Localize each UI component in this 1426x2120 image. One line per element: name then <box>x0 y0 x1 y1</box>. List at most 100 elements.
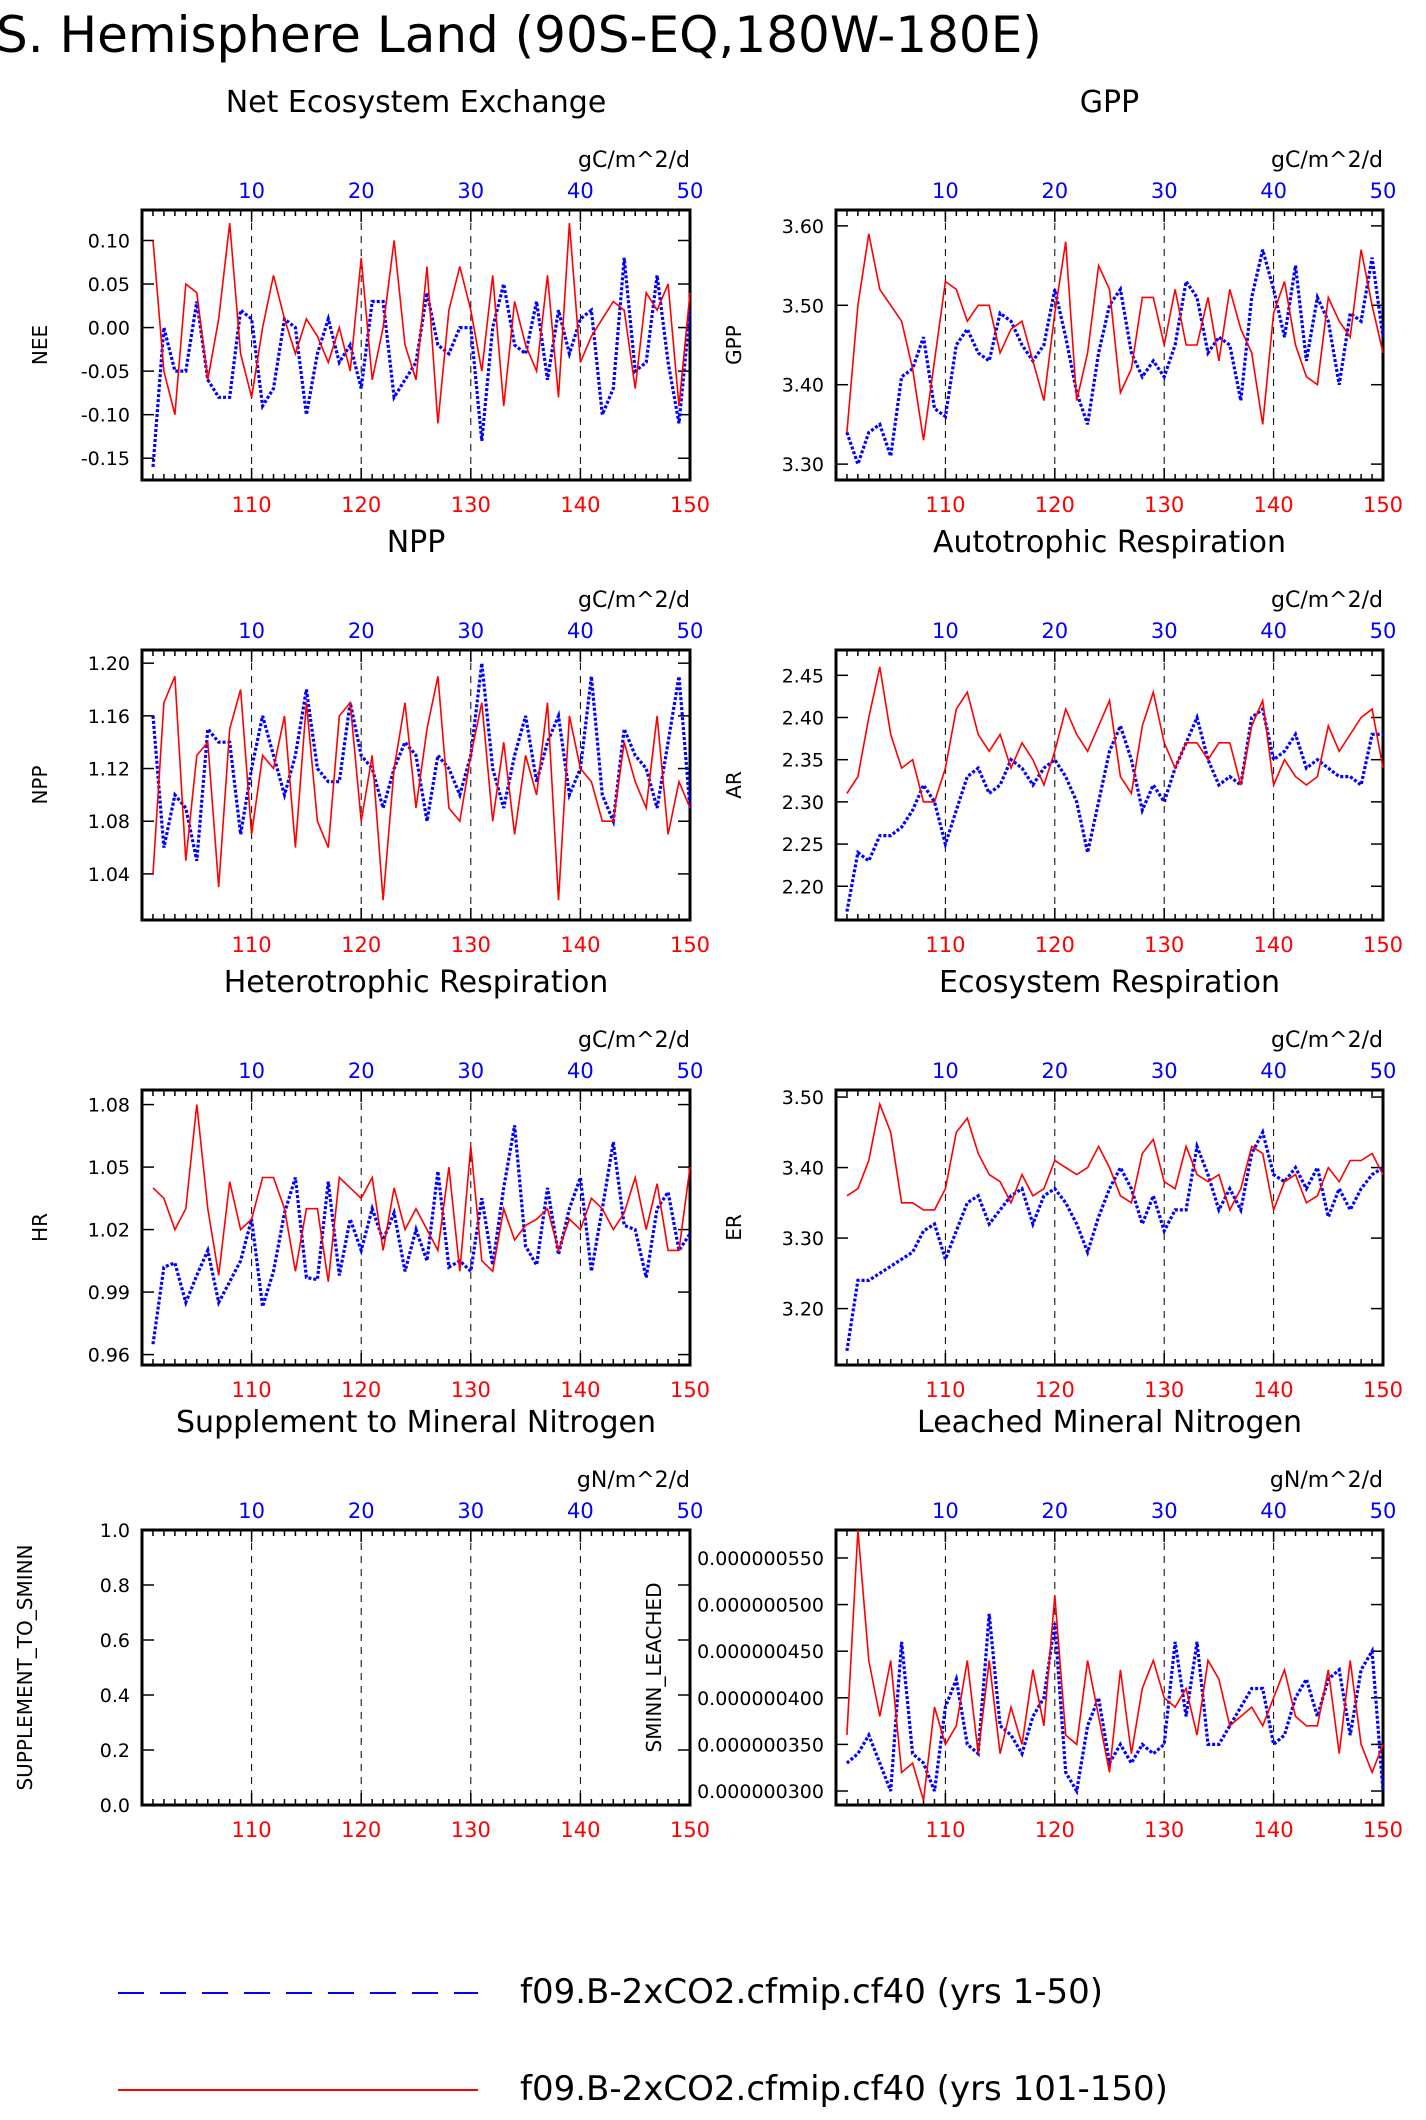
x-top-tick-label: 50 <box>677 1059 704 1083</box>
chart-panel-hr: Heterotrophic Respiration gC/m^2/d 110 120 1… <box>28 965 710 1402</box>
chart-units: gC/m^2/d <box>1271 148 1383 173</box>
y-tick-label: 0.0 <box>100 1795 130 1817</box>
chart-units: gC/m^2/d <box>578 1028 690 1053</box>
y-tick-label: 0.000000350 <box>697 1734 824 1756</box>
legend-label-yrs-1-50: f09.B-2xCO2.cfmip.cf40 (yrs 1-50) <box>520 1972 1103 2012</box>
plot-frame <box>834 648 1385 922</box>
x-top-tick-label: 40 <box>567 179 594 203</box>
y-tick-label: 2.35 <box>782 750 824 772</box>
y-tick-label: 3.40 <box>782 375 824 397</box>
x-top-tick-label: 10 <box>238 619 265 643</box>
chart-title: Net Ecosystem Exchange <box>226 85 607 120</box>
x-bottom-tick-label: 140 <box>560 1818 600 1842</box>
chart-panel-nee: Net Ecosystem Exchange gC/m^2/d 110 120 130 1… <box>28 85 710 517</box>
x-bottom-tick-label: 110 <box>232 1378 272 1402</box>
x-top-tick-label: 40 <box>567 1499 594 1523</box>
x-bottom-tick-label: 150 <box>670 493 710 517</box>
y-tick-label: 3.50 <box>782 295 824 317</box>
series-line-blue-yrs-1-50 <box>845 1127 1384 1352</box>
y-tick-label: 0.8 <box>100 1575 130 1597</box>
y-tick-label: -0.15 <box>81 448 130 470</box>
x-bottom-tick-label: 130 <box>1144 1818 1184 1842</box>
y-tick-label: 0.000000450 <box>697 1641 824 1663</box>
x-top-tick-label: 50 <box>677 179 704 203</box>
legend: f09.B-2xCO2.cfmip.cf40 (yrs 1-50) f09.B-… <box>118 1972 1168 2109</box>
y-tick-label: 0.10 <box>88 230 130 252</box>
chart-title: Supplement to Mineral Nitrogen <box>176 1405 656 1440</box>
y-axis-label: GPP <box>722 325 746 365</box>
y-tick-label: 1.04 <box>88 864 130 886</box>
y-tick-label: 3.40 <box>782 1158 824 1180</box>
x-top-tick-label: 40 <box>1260 1499 1287 1523</box>
x-top-tick-label: 50 <box>677 1499 704 1523</box>
x-bottom-tick-label: 140 <box>560 493 600 517</box>
series-line-red-yrs-101-150 <box>846 1101 1384 1213</box>
plot-frame <box>834 1088 1385 1367</box>
series-line-red-yrs-101-150 <box>152 223 691 424</box>
y-tick-label: 2.25 <box>782 834 824 856</box>
y-axis-label: NPP <box>28 765 52 804</box>
y-tick-label: 1.12 <box>88 759 130 781</box>
series-line-blue-yrs-1-50 <box>845 249 1385 470</box>
x-bottom-tick-label: 150 <box>1363 1378 1403 1402</box>
chart-units: gN/m^2/d <box>1270 1468 1383 1493</box>
x-top-tick-label: 30 <box>1151 1059 1178 1083</box>
x-top-tick-label: 10 <box>238 179 265 203</box>
x-bottom-tick-label: 130 <box>451 1378 491 1402</box>
x-top-tick-label: 30 <box>1151 619 1178 643</box>
y-tick-label: 0.6 <box>100 1630 130 1652</box>
x-top-tick-label: 40 <box>1260 179 1287 203</box>
x-top-tick-label: 50 <box>1370 1499 1397 1523</box>
x-top-tick-label: 50 <box>677 619 704 643</box>
x-top-tick-label: 10 <box>932 1059 959 1083</box>
chart-units: gC/m^2/d <box>1271 588 1383 613</box>
chart-units: gC/m^2/d <box>578 588 690 613</box>
x-bottom-tick-label: 140 <box>1254 933 1294 957</box>
x-bottom-tick-label: 140 <box>560 1378 600 1402</box>
x-top-tick-label: 10 <box>932 619 959 643</box>
y-axis-label: NEE <box>28 325 52 365</box>
y-tick-label: 0.96 <box>88 1345 130 1367</box>
chart-title: Heterotrophic Respiration <box>224 965 609 1000</box>
y-axis-label: HR <box>28 1213 52 1242</box>
y-axis-label: ER <box>722 1214 746 1241</box>
plot-frame <box>140 648 692 922</box>
x-top-tick-label: 40 <box>567 1059 594 1083</box>
y-tick-label: -0.05 <box>81 361 130 383</box>
x-top-tick-label: 40 <box>1260 619 1287 643</box>
y-tick-label: 1.0 <box>100 1520 130 1542</box>
chart-panel-ar: Autotrophic Respiration gC/m^2/d 110 120 130… <box>722 525 1403 957</box>
x-top-tick-label: 50 <box>1370 1059 1397 1083</box>
y-tick-label: 0.000000500 <box>697 1595 824 1617</box>
chart-units: gC/m^2/d <box>1271 1028 1383 1053</box>
series-line-blue-yrs-1-50 <box>151 1125 692 1345</box>
x-bottom-tick-label: 150 <box>1363 933 1403 957</box>
x-bottom-tick-label: 130 <box>1144 493 1184 517</box>
y-tick-label: 1.20 <box>88 653 130 675</box>
series-line-red-yrs-101-150 <box>846 1529 1384 1801</box>
x-bottom-tick-label: 130 <box>451 933 491 957</box>
x-bottom-tick-label: 150 <box>1363 493 1403 517</box>
x-bottom-tick-label: 150 <box>670 933 710 957</box>
x-top-tick-label: 30 <box>457 1059 484 1083</box>
series-line-red-yrs-101-150 <box>846 233 1384 441</box>
y-axis-label: SMINN_LEACHED <box>642 1583 666 1753</box>
y-tick-label: 3.50 <box>782 1087 824 1109</box>
y-tick-label: 0.2 <box>100 1740 130 1762</box>
x-bottom-tick-label: 150 <box>1363 1818 1403 1842</box>
x-top-tick-label: 50 <box>1370 179 1397 203</box>
x-top-tick-label: 20 <box>348 1059 375 1083</box>
x-top-tick-label: 20 <box>1041 619 1068 643</box>
x-bottom-tick-label: 140 <box>1254 1378 1294 1402</box>
x-top-tick-label: 10 <box>238 1059 265 1083</box>
y-tick-label: 3.60 <box>782 216 824 238</box>
x-top-tick-label: 20 <box>1041 1499 1068 1523</box>
chart-title: GPP <box>1080 85 1139 120</box>
x-top-tick-label: 20 <box>1041 179 1068 203</box>
y-tick-label: 0.00 <box>88 318 130 340</box>
chart-title: Ecosystem Respiration <box>939 965 1280 1000</box>
x-bottom-tick-label: 120 <box>341 493 381 517</box>
x-top-tick-label: 20 <box>348 179 375 203</box>
x-bottom-tick-label: 120 <box>341 1818 381 1842</box>
